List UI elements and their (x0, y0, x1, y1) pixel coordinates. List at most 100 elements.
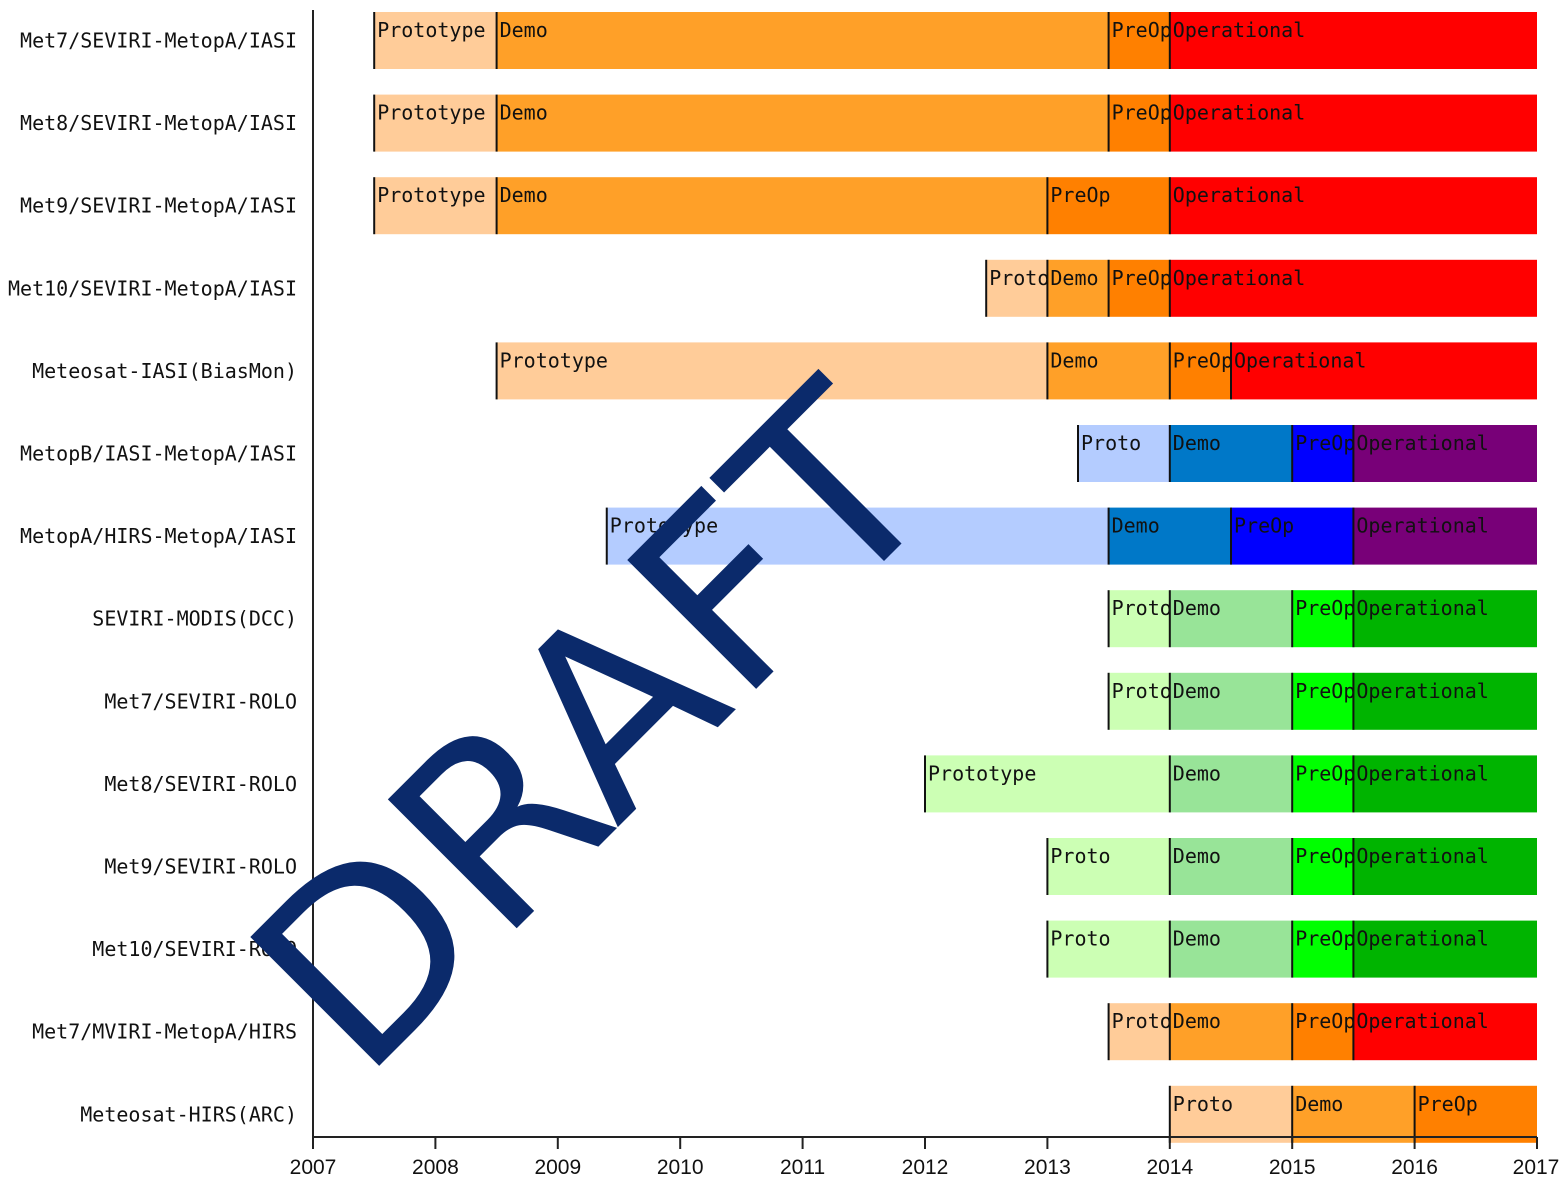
gantt-row: Prototype Demo PreOp Operational (605, 507, 1537, 565)
bar-segment-demo (1169, 425, 1293, 482)
segment-label: Demo (1112, 514, 1160, 538)
segment-label: Proto (1112, 679, 1172, 703)
row-label: Met10/SEVIRI-ROLO (92, 937, 297, 961)
row-label: Met9/SEVIRI-ROLO (104, 855, 297, 879)
segment-label: Demo (1050, 348, 1098, 372)
bar-segment-prototype (496, 342, 1048, 400)
row-label: SEVIRI-MODIS(DCC) (92, 607, 297, 631)
bar-segment-prototype (374, 94, 497, 152)
bar-segment-demo (1169, 838, 1293, 895)
segment-label: PreOp (1295, 844, 1355, 868)
gantt-row: Proto Demo PreOp Operational (1077, 425, 1537, 482)
bar-segment-preop (1169, 342, 1231, 400)
x-tick-label: 2007 (290, 1156, 337, 1179)
bar-segment-operational (1169, 259, 1537, 317)
gantt-row: Prototype Demo PreOp Operational (373, 12, 1537, 69)
bar-segment-operational (1353, 425, 1537, 482)
segment-label: Operational (1356, 596, 1488, 620)
row-label: Meteosat-IASI(BiasMon) (32, 359, 297, 383)
bar-segment-operational (1353, 755, 1537, 813)
bar-segment-operational (1353, 838, 1537, 895)
segment-label: Demo (500, 18, 548, 42)
segment-label: Operational (1356, 1009, 1488, 1033)
bar-segment-preop (1108, 94, 1170, 152)
bar-segment-demo (1108, 507, 1231, 565)
bar-segment-operational (1231, 342, 1537, 400)
bar-segment-prototype (1047, 920, 1170, 978)
bar-segment-preop (1108, 12, 1170, 69)
row-label: MetopA/HIRS-MetopA/IASI (20, 524, 297, 548)
segment-label: Proto (1050, 844, 1110, 868)
x-ticks-layer: 2007 2008 2009 2010 2011 2012 2013 2014 2015 2016… (290, 1137, 1560, 1179)
bar-segment-operational (1353, 920, 1537, 978)
segment-label: Demo (1173, 1009, 1221, 1033)
bar-segment-preop (1292, 1003, 1354, 1061)
bar-segment-operational (1353, 672, 1537, 730)
segment-label: PreOp (1295, 761, 1355, 785)
segment-label: Demo (1173, 596, 1221, 620)
segment-label: PreOp (1173, 348, 1233, 372)
segment-label: Operational (1356, 927, 1488, 951)
row-label: Met8/SEVIRI-MetopA/IASI (20, 111, 297, 135)
segment-label: Prototype (500, 348, 608, 372)
segment-label: PreOp (1295, 1009, 1355, 1033)
segment-label: Demo (1173, 761, 1221, 785)
bar-segment-prototype (986, 259, 1048, 317)
segment-label: PreOp (1295, 596, 1355, 620)
bar-segment-demo (1292, 1085, 1415, 1143)
bar-segment-demo (496, 12, 1109, 69)
gantt-row: Prototype Demo PreOp Operational (495, 342, 1537, 400)
segment-label: Prototype (928, 761, 1036, 785)
bar-segment-prototype (1108, 1003, 1170, 1061)
bar-segment-prototype (1108, 590, 1170, 648)
x-tick-label: 2013 (1024, 1156, 1071, 1179)
bar-segment-demo (1047, 259, 1109, 317)
row-label: Met7/SEVIRI-ROLO (104, 689, 297, 713)
segment-label: Operational (1356, 761, 1488, 785)
gantt-row: Prototype Demo PreOp Operational (373, 177, 1537, 235)
x-tick-label: 2015 (1269, 1156, 1316, 1179)
segment-label: PreOp (1050, 183, 1110, 207)
row-label: Meteosat-HIRS(ARC) (80, 1102, 297, 1126)
row-labels-layer: Met7/SEVIRI-MetopA/IASI Met8/SEVIRI-Metop… (8, 29, 297, 1127)
segment-label: Prototype (377, 183, 485, 207)
bar-segment-preop (1108, 259, 1170, 317)
segment-label: PreOp (1295, 679, 1355, 703)
segment-label: Prototype (610, 514, 718, 538)
segment-label: Proto (1050, 927, 1110, 951)
segment-label: Demo (1173, 927, 1221, 951)
bar-segment-operational (1353, 1003, 1537, 1061)
segment-label: Operational (1234, 348, 1366, 372)
bar-segment-prototype (1169, 1085, 1293, 1143)
bar-segment-prototype (1078, 425, 1170, 482)
segment-label: PreOp (1418, 1092, 1478, 1116)
segment-label: Prototype (377, 18, 485, 42)
segment-label: Demo (1173, 844, 1221, 868)
segment-label: Proto (1081, 431, 1141, 455)
x-tick-label: 2017 (1513, 1156, 1560, 1179)
bar-segment-prototype (1047, 838, 1170, 895)
segment-label: PreOp (1112, 266, 1172, 290)
bar-segment-demo (1169, 755, 1293, 813)
bar-segment-demo (496, 177, 1048, 235)
bar-segment-operational (1169, 12, 1537, 69)
bar-segment-preop (1292, 838, 1354, 895)
draft-watermark: DRAFT (198, 333, 990, 1125)
bar-segment-operational (1169, 177, 1537, 235)
gantt-row: Prototype Demo PreOp Operational (924, 755, 1537, 813)
segment-label: Demo (1295, 1092, 1343, 1116)
gantt-row: Proto Demo PreOp Operational (1107, 672, 1537, 730)
row-label: Met7/MVIRI-MetopA/HIRS (32, 1020, 297, 1044)
segment-label: PreOp (1112, 101, 1172, 125)
segment-label: Operational (1173, 183, 1305, 207)
bar-segment-prototype (1108, 672, 1170, 730)
gantt-row: Proto Demo PreOp Operational (1107, 1003, 1537, 1061)
bar-segment-demo (1169, 920, 1293, 978)
segment-label: Proto (989, 266, 1049, 290)
bar-segment-preop (1414, 1085, 1537, 1143)
bar-segment-demo (1047, 342, 1170, 400)
x-tick-label: 2012 (902, 1156, 949, 1179)
segment-label: Proto (1112, 1009, 1172, 1033)
